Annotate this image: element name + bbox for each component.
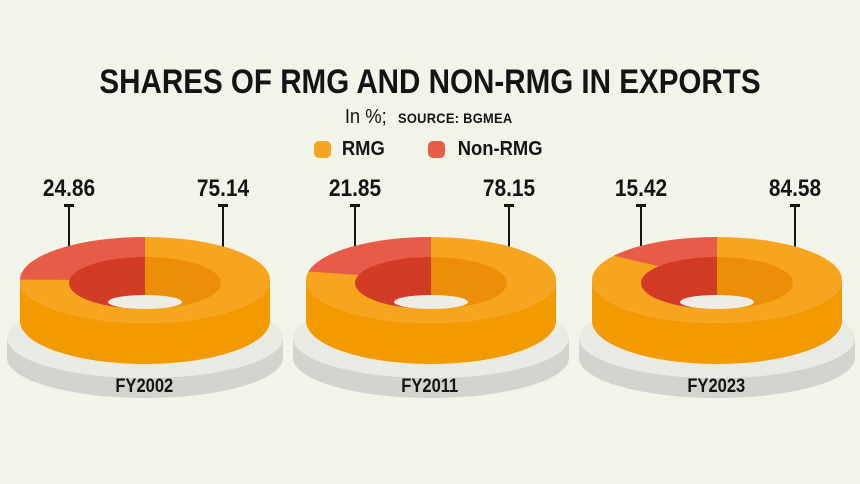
donut-outer-wall xyxy=(306,280,556,364)
rmg-value: 75.14 xyxy=(196,175,250,202)
legend-item-rmg: RMG xyxy=(313,138,387,161)
rmg-callout-fy2011: 78.15 xyxy=(454,175,564,262)
hole-floor xyxy=(394,295,468,309)
pedestal-side xyxy=(293,338,569,398)
legend-item-non-rmg: Non-RMG xyxy=(428,138,546,161)
non-rmg-swatch xyxy=(428,141,446,158)
leader-stem xyxy=(508,204,510,258)
hole-floor xyxy=(108,295,182,309)
leader-stem xyxy=(794,204,796,258)
charts-row: 24.86 75.14 FY2002 21.85 xyxy=(1,176,859,484)
leader-stem xyxy=(640,204,642,258)
hole-floor xyxy=(680,295,754,309)
non-rmg-callout-fy2002: 24.86 xyxy=(14,175,124,262)
donut-group-fy2023: 15.42 84.58 FY2023 xyxy=(573,176,859,484)
donut-outer-wall xyxy=(592,280,842,364)
rmg-value: 78.15 xyxy=(482,175,536,202)
fy-label-fy2002: FY2002 xyxy=(1,376,287,398)
chart-subtitle: In %; SOURCE: BGMEA xyxy=(0,106,860,129)
chart-title-text: SHARES OF RMG AND NON-RMG IN EXPORTS xyxy=(99,63,761,101)
donut-chart-fy2011 xyxy=(293,237,569,398)
header: SHARES OF RMG AND NON-RMG IN EXPORTS xyxy=(0,0,860,101)
rmg-callout-fy2023: 84.58 xyxy=(740,175,850,262)
non-rmg-value: 24.86 xyxy=(42,175,96,202)
pedestal-side xyxy=(579,338,855,398)
fy-label-text: FY2002 xyxy=(115,376,173,397)
donut-group-fy2011: 21.85 78.15 FY2011 xyxy=(287,176,573,484)
fy-label-fy2011: FY2011 xyxy=(287,376,573,398)
source-label: SOURCE: BGMEA xyxy=(397,110,513,126)
fy-label-text: FY2011 xyxy=(401,376,459,397)
pedestal-side xyxy=(7,338,283,398)
leader-stem xyxy=(354,204,356,258)
legend: RMG Non-RMG xyxy=(0,138,860,161)
donut-group-fy2002: 24.86 75.14 FY2002 xyxy=(1,176,287,484)
rmg-value: 84.58 xyxy=(768,175,822,202)
non-rmg-value: 15.42 xyxy=(614,175,668,202)
rmg-swatch xyxy=(313,141,331,158)
donut-chart-fy2023 xyxy=(579,237,855,398)
donut-chart-fy2002 xyxy=(7,237,283,398)
rmg-callout-fy2002: 75.14 xyxy=(168,175,278,262)
unit-label: In %; xyxy=(344,106,387,128)
leader-stem xyxy=(68,204,70,258)
non-rmg-callout-fy2011: 21.85 xyxy=(300,175,410,262)
non-rmg-callout-fy2023: 15.42 xyxy=(586,175,696,262)
chart-title: SHARES OF RMG AND NON-RMG IN EXPORTS xyxy=(0,63,860,101)
leader-stem xyxy=(222,204,224,258)
fy-label-fy2023: FY2023 xyxy=(573,376,859,398)
non-rmg-value: 21.85 xyxy=(328,175,382,202)
rmg-legend-label: RMG xyxy=(341,138,385,160)
donut-outer-wall xyxy=(20,280,270,364)
fy-label-text: FY2023 xyxy=(687,376,745,397)
non-rmg-legend-label: Non-RMG xyxy=(457,138,543,160)
